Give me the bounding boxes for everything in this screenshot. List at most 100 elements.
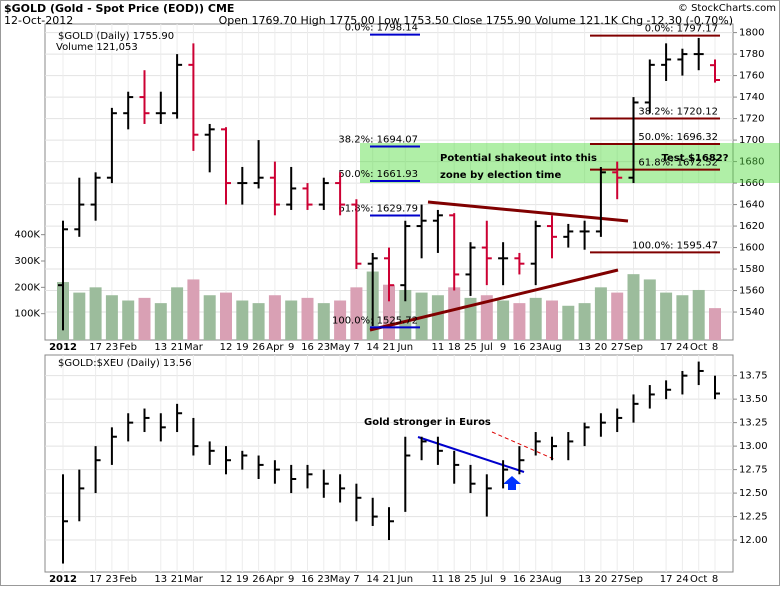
x-tick-label: Apr (266, 574, 284, 585)
x-tick-label: 12 (220, 342, 233, 353)
x-tick-label: Aug (542, 342, 562, 353)
volume-bar (334, 300, 347, 340)
y-tick-label: 12.25 (739, 512, 768, 523)
volume-bar (464, 297, 477, 340)
x-tick-label: 17 (89, 574, 102, 585)
fib-label: 50.0%: 1661.93 (338, 169, 418, 180)
x-tick-label: May (330, 342, 351, 353)
volume-bar (317, 303, 330, 340)
x-tick-label: 18 (448, 342, 461, 353)
x-tick-label: 16 (513, 342, 526, 353)
volume-bar (709, 308, 721, 340)
x-tick-label: 21 (383, 574, 396, 585)
x-tick-label: 26 (252, 342, 265, 353)
x-tick-label: 20 (595, 342, 608, 353)
y-tick-label: 1720 (739, 114, 764, 125)
y-tick-label: 12.00 (739, 535, 768, 546)
x-tick-label: 23 (317, 342, 330, 353)
x-tick-label: 16 (301, 342, 314, 353)
fib-label: 61.8%: 1629.79 (338, 204, 418, 215)
fib-label: 61.8%: 1672.52 (638, 158, 718, 169)
volume-bar (529, 297, 542, 340)
y-tick-label: 13.50 (739, 394, 768, 405)
x-tick-label: 8 (712, 574, 718, 585)
x-tick-label: Jun (396, 342, 413, 353)
volume-bar (546, 300, 558, 340)
volume-legend: Volume 121,053 (56, 42, 138, 53)
x-tick-label: Sep (624, 342, 643, 353)
trend-line (427, 200, 629, 223)
volume-bar (73, 292, 86, 340)
x-tick-label: 9 (500, 574, 506, 585)
x-tick-label: 21 (171, 342, 184, 353)
volume-bar (562, 305, 575, 340)
x-tick-label: Oct (690, 574, 707, 585)
x-tick-label: 19 (236, 342, 249, 353)
x-tick-label: 27 (611, 574, 624, 585)
x-tick-label: 14 (366, 574, 379, 585)
x-tick-label: 11 (432, 342, 445, 353)
x-tick-label: Sep (624, 574, 643, 585)
y-tick-label: 13.00 (739, 441, 768, 452)
x-tick-label: 16 (513, 574, 526, 585)
fib-label: 0.0%: 1797.17 (645, 24, 718, 35)
x-tick-label: 7 (353, 574, 359, 585)
x-tick-label: Jul (480, 342, 493, 353)
x-tick-label: 18 (448, 574, 461, 585)
x-tick-label: 9 (288, 574, 294, 585)
annotation: Test $1682? (661, 153, 728, 164)
x-tick-label: 13 (578, 574, 591, 585)
x-tick-label: 9 (500, 342, 506, 353)
chart-date: 12-Oct-2012 (4, 14, 73, 27)
x-tick-label: Apr (266, 342, 284, 353)
x-tick-label: 2012 (49, 574, 77, 585)
x-tick-label: Jul (480, 574, 493, 585)
volume-bar (578, 303, 591, 340)
volume-bar (89, 287, 102, 340)
y-tick-label: 1740 (739, 92, 764, 103)
y-tick-label: 1580 (739, 264, 764, 275)
x-tick-label: 24 (676, 574, 689, 585)
x-tick-label: 23 (317, 574, 330, 585)
x-tick-label: Jun (396, 574, 413, 585)
volume-bar (203, 295, 216, 340)
volume-bar (513, 303, 526, 340)
y-tick-label: 13.25 (739, 418, 768, 429)
x-tick-label: Mar (184, 342, 204, 353)
x-tick-label: Aug (542, 574, 562, 585)
volume-bar (236, 300, 249, 340)
y-tick-label: 1620 (739, 221, 764, 232)
fib-label: 38.2%: 1720.12 (638, 106, 718, 117)
y-tick-label: 1560 (739, 286, 764, 297)
x-tick-label: 21 (383, 342, 396, 353)
fib-label: 38.2%: 1694.07 (338, 134, 418, 145)
x-tick-label: 14 (366, 342, 379, 353)
lower-legend: $GOLD:$XEU (Daily) 13.56 (58, 358, 192, 369)
stats: Open 1769.70 High 1775.00 Low 1753.50 Cl… (219, 14, 733, 27)
volume-bar (301, 297, 314, 340)
volume-tick-label: 200K (14, 282, 40, 293)
volume-bar (676, 295, 689, 340)
volume-bar (187, 279, 200, 340)
volume-bar (627, 274, 640, 340)
volume-bar (448, 287, 461, 340)
volume-bar (594, 287, 607, 340)
x-tick-label: 12 (220, 574, 233, 585)
fib-label: 100.0%: 1595.47 (632, 240, 718, 251)
volume-bar (220, 292, 232, 340)
x-tick-label: May (330, 574, 351, 585)
credit: © StockCharts.com (678, 3, 776, 14)
x-tick-label: 7 (353, 342, 359, 353)
y-tick-label: 1800 (739, 28, 764, 39)
x-tick-label: Feb (119, 574, 137, 585)
y-tick-label: 1600 (739, 243, 764, 254)
x-tick-label: 11 (432, 574, 445, 585)
trend-line (491, 431, 557, 461)
y-tick-label: 1700 (739, 135, 764, 146)
volume-bar (122, 300, 135, 340)
volume-bar (154, 303, 167, 340)
x-tick-label: 13 (154, 574, 167, 585)
x-tick-label: 23 (106, 574, 119, 585)
x-tick-label: 19 (236, 574, 249, 585)
